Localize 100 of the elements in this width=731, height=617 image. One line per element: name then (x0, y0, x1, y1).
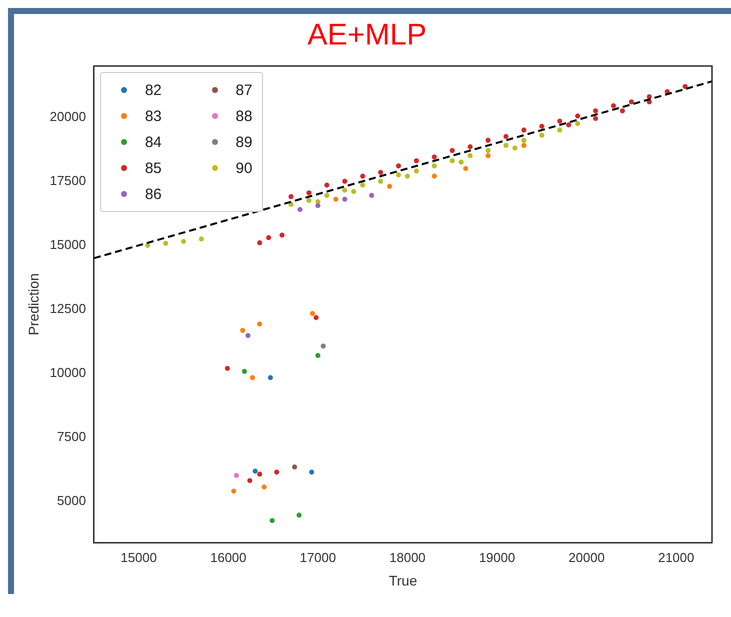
point (268, 375, 273, 380)
point (503, 134, 508, 139)
point (266, 235, 272, 240)
point (432, 174, 437, 179)
point (315, 353, 320, 358)
point (257, 472, 262, 477)
point (250, 375, 255, 380)
point (314, 315, 319, 320)
point (296, 512, 302, 518)
point (432, 154, 437, 160)
point (288, 194, 294, 200)
point (450, 158, 455, 164)
point (378, 178, 384, 184)
point (309, 470, 314, 475)
legend-label: 86 (144, 186, 162, 202)
point (396, 163, 401, 168)
point (521, 128, 526, 133)
legend-label: 90 (236, 160, 252, 176)
legend-label: 82 (144, 82, 162, 98)
point (315, 203, 320, 208)
point (306, 198, 312, 204)
point (231, 488, 236, 494)
point (342, 178, 348, 184)
point (539, 132, 544, 138)
point (198, 236, 204, 242)
point (292, 464, 298, 470)
point (360, 182, 366, 188)
legend-label: 85 (144, 160, 162, 176)
point (610, 103, 616, 108)
point (274, 470, 280, 475)
point (270, 518, 275, 524)
point (342, 188, 348, 193)
point (450, 148, 455, 154)
x-tick-label: 15000 (120, 550, 157, 565)
point (521, 138, 526, 143)
point (432, 163, 437, 168)
y-tick-label: 12500 (50, 301, 86, 316)
x-tick-label: 19000 (478, 550, 516, 565)
point (378, 170, 384, 175)
point (360, 174, 366, 179)
legend-label: 89 (236, 134, 252, 150)
y-tick-label: 5000 (57, 493, 86, 508)
point (414, 158, 419, 164)
point (557, 118, 562, 124)
point (369, 192, 374, 198)
x-tick-label: 21000 (658, 550, 694, 565)
point (486, 153, 491, 158)
point (246, 333, 251, 338)
point (333, 196, 338, 202)
point (486, 148, 491, 154)
point (310, 311, 316, 316)
point (234, 472, 239, 478)
y-tick-label: 7500 (57, 429, 86, 444)
point (593, 108, 598, 114)
x-tick-label: 18000 (389, 550, 426, 565)
point (566, 122, 572, 128)
y-axis-title: Prediction (25, 273, 42, 336)
legend-label: 88 (236, 108, 252, 124)
point (468, 144, 473, 150)
point (387, 184, 392, 189)
point (262, 484, 267, 490)
point (306, 190, 312, 196)
point (628, 99, 634, 104)
point (224, 366, 230, 371)
point (620, 108, 625, 114)
legend-label: 87 (236, 82, 252, 98)
point (324, 192, 330, 198)
chart-title: AE+MLP (307, 18, 427, 52)
point (280, 232, 285, 238)
point (458, 160, 464, 165)
point (463, 166, 468, 171)
point (247, 478, 252, 484)
point (486, 138, 491, 143)
y-tick-label: 20000 (50, 108, 86, 124)
point (557, 128, 562, 133)
point (539, 124, 544, 129)
point (521, 142, 526, 148)
point (297, 206, 302, 212)
point (404, 174, 410, 179)
point (257, 240, 262, 246)
point (682, 84, 688, 89)
x-axis-title: True (388, 572, 418, 588)
point (242, 368, 247, 374)
point (468, 153, 473, 158)
point (414, 168, 419, 174)
y-tick-label: 17500 (50, 172, 86, 188)
point (396, 172, 401, 178)
point (342, 196, 348, 202)
point (181, 239, 186, 244)
x-tick-label: 17000 (300, 550, 336, 565)
point (240, 328, 246, 333)
point (503, 142, 508, 148)
point (575, 121, 580, 126)
point (252, 468, 258, 474)
point (351, 189, 356, 194)
legend-label: 83 (144, 108, 162, 124)
x-tick-label: 16000 (210, 550, 246, 565)
y-tick-label: 10000 (50, 365, 86, 380)
point (593, 116, 598, 122)
x-tick-label: 20000 (568, 550, 605, 565)
